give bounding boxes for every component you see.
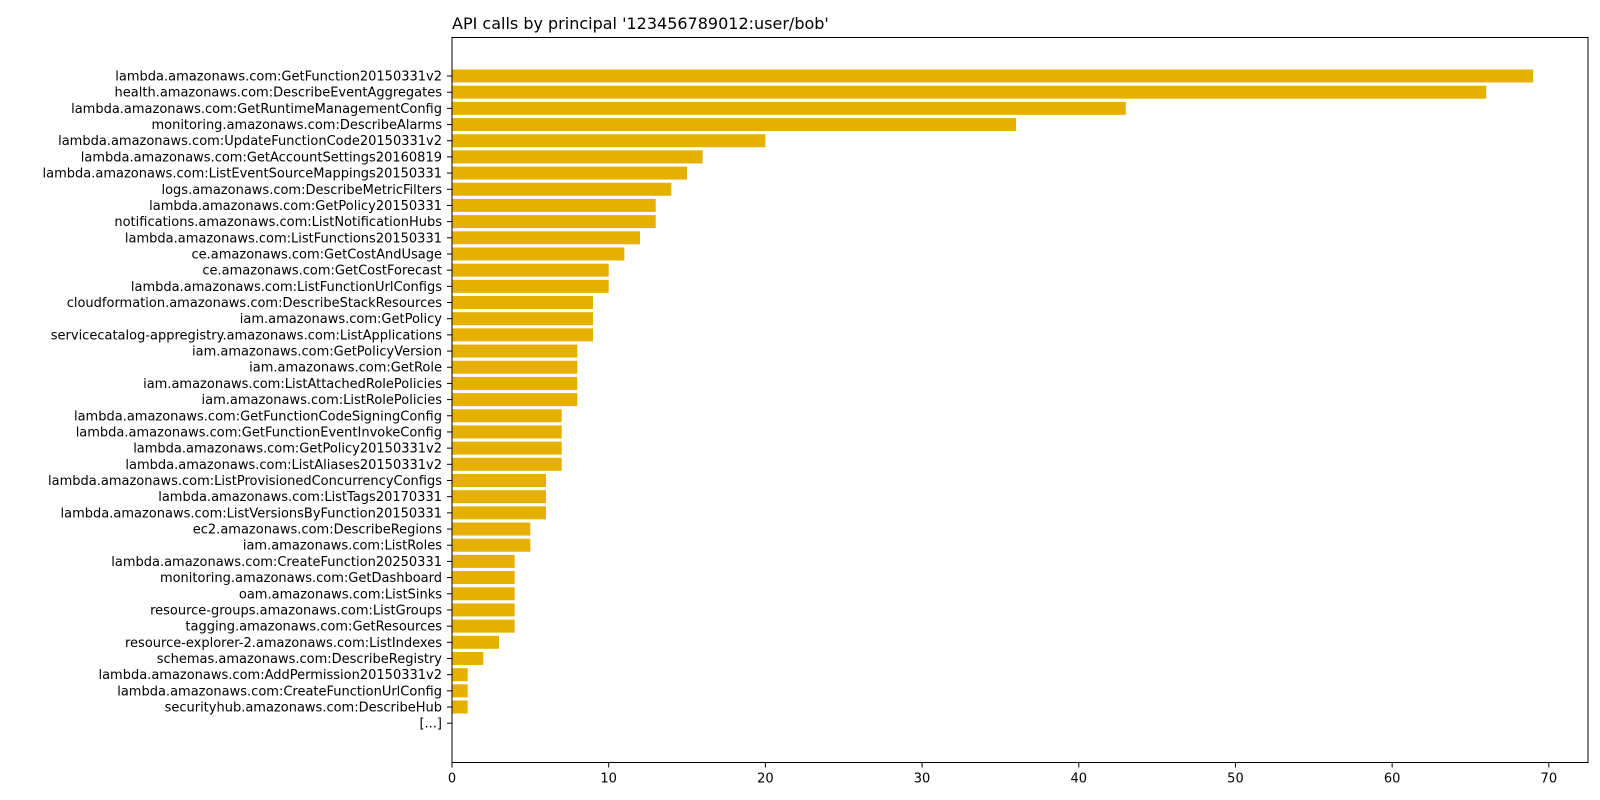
- bar: [452, 571, 515, 585]
- bar: [452, 668, 468, 682]
- y-tick-label: iam.amazonaws.com:GetRole: [249, 361, 442, 376]
- bar: [452, 166, 688, 180]
- y-tick-label: lambda.amazonaws.com:GetRuntimeManagemen…: [71, 102, 442, 117]
- y-tick-label: lambda.amazonaws.com:ListTags20170331: [158, 490, 442, 505]
- bar: [452, 441, 562, 455]
- bar: [452, 85, 1487, 99]
- bar: [452, 231, 641, 245]
- bar: [452, 150, 703, 164]
- y-tick-label: lambda.amazonaws.com:AddPermission201503…: [98, 668, 442, 683]
- x-tick-label: 40: [1070, 772, 1087, 787]
- x-tick-label: 50: [1227, 772, 1244, 787]
- bar: [452, 700, 468, 714]
- bar: [452, 635, 500, 649]
- bar: [452, 619, 515, 633]
- x-tick-label: 60: [1384, 772, 1401, 787]
- bar: [452, 425, 562, 439]
- y-tick-label: securityhub.amazonaws.com:DescribeHub: [165, 701, 442, 716]
- bar: [452, 296, 594, 310]
- y-tick-label: lambda.amazonaws.com:GetAccountSettings2…: [81, 150, 442, 165]
- y-tick-label: iam.amazonaws.com:GetPolicyVersion: [192, 345, 442, 360]
- bar: [452, 344, 578, 358]
- bar: [452, 247, 625, 261]
- y-tick-label: iam.amazonaws.com:ListRolePolicies: [202, 393, 443, 408]
- y-tick-label: lambda.amazonaws.com:ListProvisionedConc…: [48, 474, 442, 489]
- y-tick-label: lambda.amazonaws.com:ListVersionsByFunct…: [61, 506, 442, 521]
- y-tick-label: oam.amazonaws.com:ListSinks: [239, 587, 442, 602]
- y-tick-label: notifications.amazonaws.com:ListNotifica…: [114, 215, 442, 230]
- y-tick-label: lambda.amazonaws.com:UpdateFunctionCode2…: [58, 134, 442, 149]
- y-tick-label: lambda.amazonaws.com:GetFunction20150331…: [115, 70, 442, 85]
- bar: [452, 457, 562, 471]
- bar: [452, 376, 578, 390]
- y-tick-label: lambda.amazonaws.com:ListEventSourceMapp…: [43, 167, 442, 182]
- y-tick-label: lambda.amazonaws.com:GetFunctionCodeSign…: [74, 409, 442, 424]
- y-tick-label: logs.amazonaws.com:DescribeMetricFilters: [161, 183, 442, 198]
- bar: [452, 263, 609, 277]
- bar: [452, 328, 594, 342]
- y-tick-label: resource-explorer-2.amazonaws.com:ListIn…: [125, 636, 442, 651]
- y-tick-label: lambda.amazonaws.com:ListFunctions201503…: [125, 231, 442, 246]
- y-tick-label: cloudformation.amazonaws.com:DescribeSta…: [67, 296, 443, 311]
- x-tick-label: 10: [600, 772, 617, 787]
- y-tick-label: ce.amazonaws.com:GetCostForecast: [202, 264, 442, 279]
- y-tick-label: lambda.amazonaws.com:CreateFunctionUrlCo…: [117, 684, 442, 699]
- y-tick-label: tagging.amazonaws.com:GetResources: [185, 620, 442, 635]
- y-tick-label: lambda.amazonaws.com:GetFunctionEventInv…: [76, 425, 442, 440]
- bar: [452, 684, 468, 698]
- y-tick-label: servicecatalog-appregistry.amazonaws.com…: [51, 328, 442, 343]
- bar: [452, 101, 1126, 115]
- y-tick-label: ce.amazonaws.com:GetCostAndUsage: [192, 247, 443, 262]
- bar: [452, 215, 656, 229]
- y-tick-label: ec2.amazonaws.com:DescribeRegions: [193, 523, 442, 538]
- y-tick-label: schemas.amazonaws.com:DescribeRegistry: [157, 652, 443, 667]
- bar: [452, 279, 609, 293]
- bars-group: [452, 69, 1534, 714]
- bar: [452, 360, 578, 374]
- y-tick-label: lambda.amazonaws.com:ListAliases20150331…: [125, 458, 442, 473]
- bar: [452, 554, 515, 568]
- x-axis: 0 10 20 30 40 50 60 70: [448, 762, 1558, 787]
- y-tick-label: monitoring.amazonaws.com:DescribeAlarms: [151, 118, 442, 133]
- y-tick-label: lambda.amazonaws.com:ListFunctionUrlConf…: [131, 280, 442, 295]
- bar: [452, 506, 547, 520]
- plot-frame: [451, 37, 1589, 763]
- bar: [452, 587, 515, 601]
- x-tick-label: 70: [1541, 772, 1558, 787]
- bar: [452, 198, 656, 212]
- y-tick-labels: lambda.amazonaws.com:GetFunction20150331…: [43, 70, 452, 732]
- bar: [452, 182, 672, 196]
- y-tick-label: monitoring.amazonaws.com:GetDashboard: [160, 571, 442, 586]
- y-tick-label: lambda.amazonaws.com:GetPolicy20150331v2: [133, 442, 442, 457]
- bar: [452, 603, 515, 617]
- x-tick-label: 30: [914, 772, 931, 787]
- y-tick-label: iam.amazonaws.com:ListRoles: [243, 539, 442, 554]
- y-tick-label: lambda.amazonaws.com:GetPolicy20150331: [149, 199, 442, 214]
- y-tick-label: iam.amazonaws.com:GetPolicy: [240, 312, 443, 327]
- x-tick-label: 20: [757, 772, 774, 787]
- bar: [452, 118, 1017, 132]
- bar: [452, 522, 531, 536]
- bar: [452, 490, 547, 504]
- bar: [452, 69, 1534, 83]
- chart-title: API calls by principal '123456789012:use…: [452, 14, 829, 33]
- y-tick-label: health.amazonaws.com:DescribeEventAggreg…: [115, 86, 443, 101]
- x-tick-label: 0: [448, 772, 456, 787]
- y-tick-label: lambda.amazonaws.com:CreateFunction20250…: [111, 555, 442, 570]
- y-tick-label: resource-groups.amazonaws.com:ListGroups: [150, 603, 442, 618]
- y-tick-label: [...]: [419, 717, 442, 732]
- bar: [452, 393, 578, 407]
- bar: [452, 651, 484, 665]
- bar: [452, 409, 562, 423]
- bar: [452, 134, 766, 148]
- bar: [452, 312, 594, 326]
- y-tick-label: iam.amazonaws.com:ListAttachedRolePolici…: [143, 377, 442, 392]
- bar: [452, 474, 547, 487]
- bar: [452, 538, 531, 552]
